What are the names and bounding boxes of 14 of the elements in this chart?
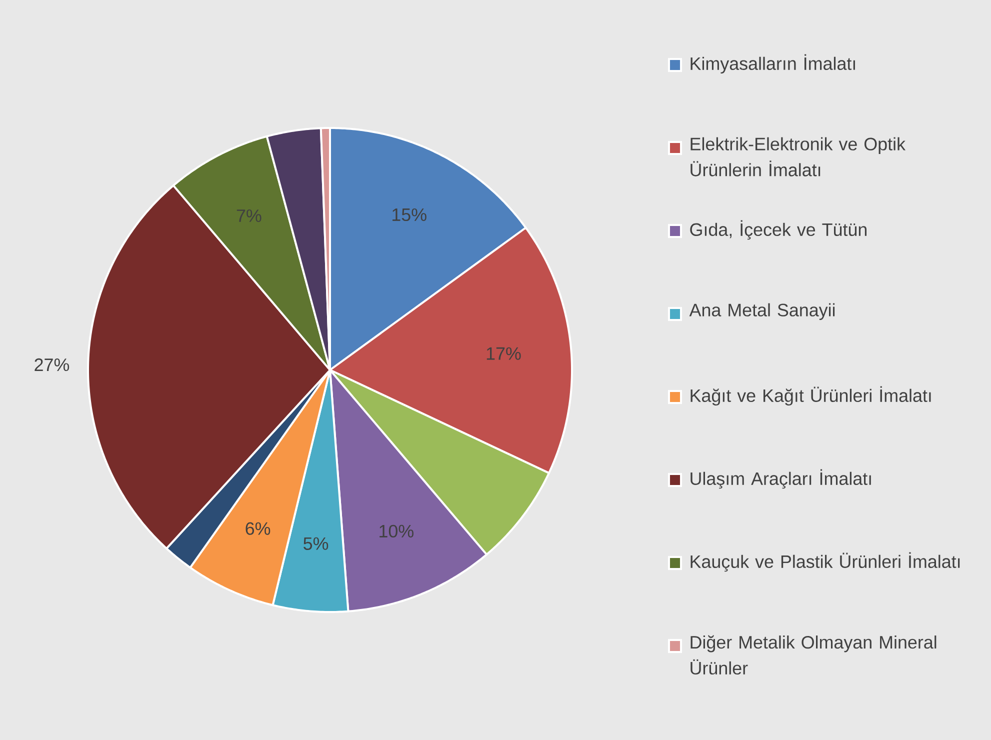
legend-label: Diğer Metalik Olmayan Mineral Ürünler — [690, 635, 936, 675]
legend-label: Ulaşım Araçları İmalatı — [690, 469, 871, 489]
legend-label: Ana Metal Sanayii — [689, 303, 835, 320]
legend-label: Kimyasalların İmalatı — [690, 54, 855, 74]
data-label: 17% — [486, 347, 521, 360]
data-label: 5% — [304, 537, 328, 550]
data-label: 27% — [34, 358, 70, 372]
legend-label: Kağıt ve Kağıt Ürünleri İmalatı — [690, 386, 931, 406]
data-label: 6% — [246, 522, 270, 535]
data-label: 15% — [392, 208, 426, 222]
legend-label: Elektrik-Elektronik ve Optik Ürünlerin İmalatı — [690, 137, 906, 176]
data-label: 10% — [380, 524, 414, 538]
legend-label: Kauçuk ve Plastik Ürünleri İmalatı — [690, 552, 960, 572]
legend-label: Gıda, İçecek ve Tütün — [690, 220, 867, 240]
